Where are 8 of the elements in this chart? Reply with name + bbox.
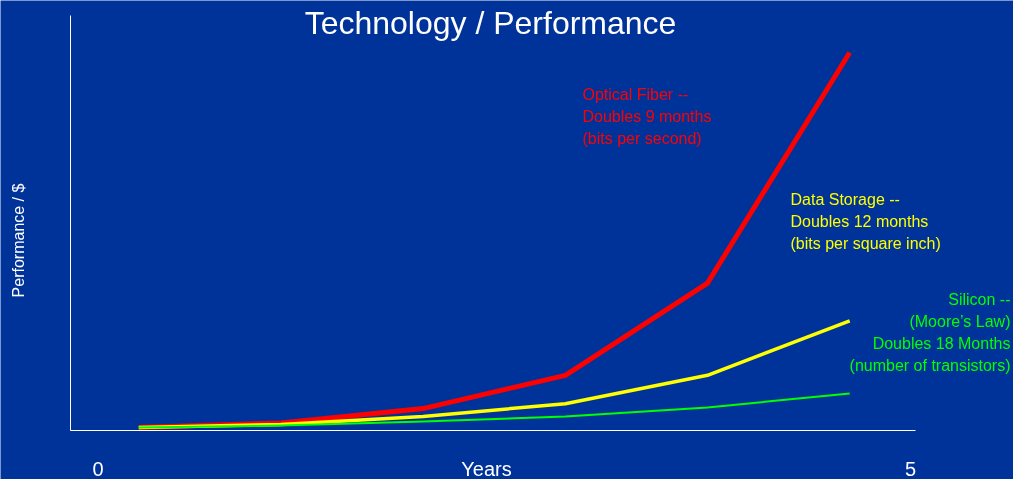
x-axis-title: Years xyxy=(461,457,512,479)
text: Data Storage -- Doubles 12 months (bits per square inch) xyxy=(790,190,941,252)
x-tick-label: 5 xyxy=(905,457,917,479)
y-axis-title: Performance / $ xyxy=(10,183,27,298)
chart-title: Technology / Performance xyxy=(304,4,677,41)
series-label: Silicon -- (Moore’s Law) Doubles 18 Months (number of transistors) xyxy=(849,290,1011,374)
x-tick-label: 0 xyxy=(92,457,104,479)
text: Optical Fiber -- Doubles 9 months (bits per second) xyxy=(582,85,712,147)
